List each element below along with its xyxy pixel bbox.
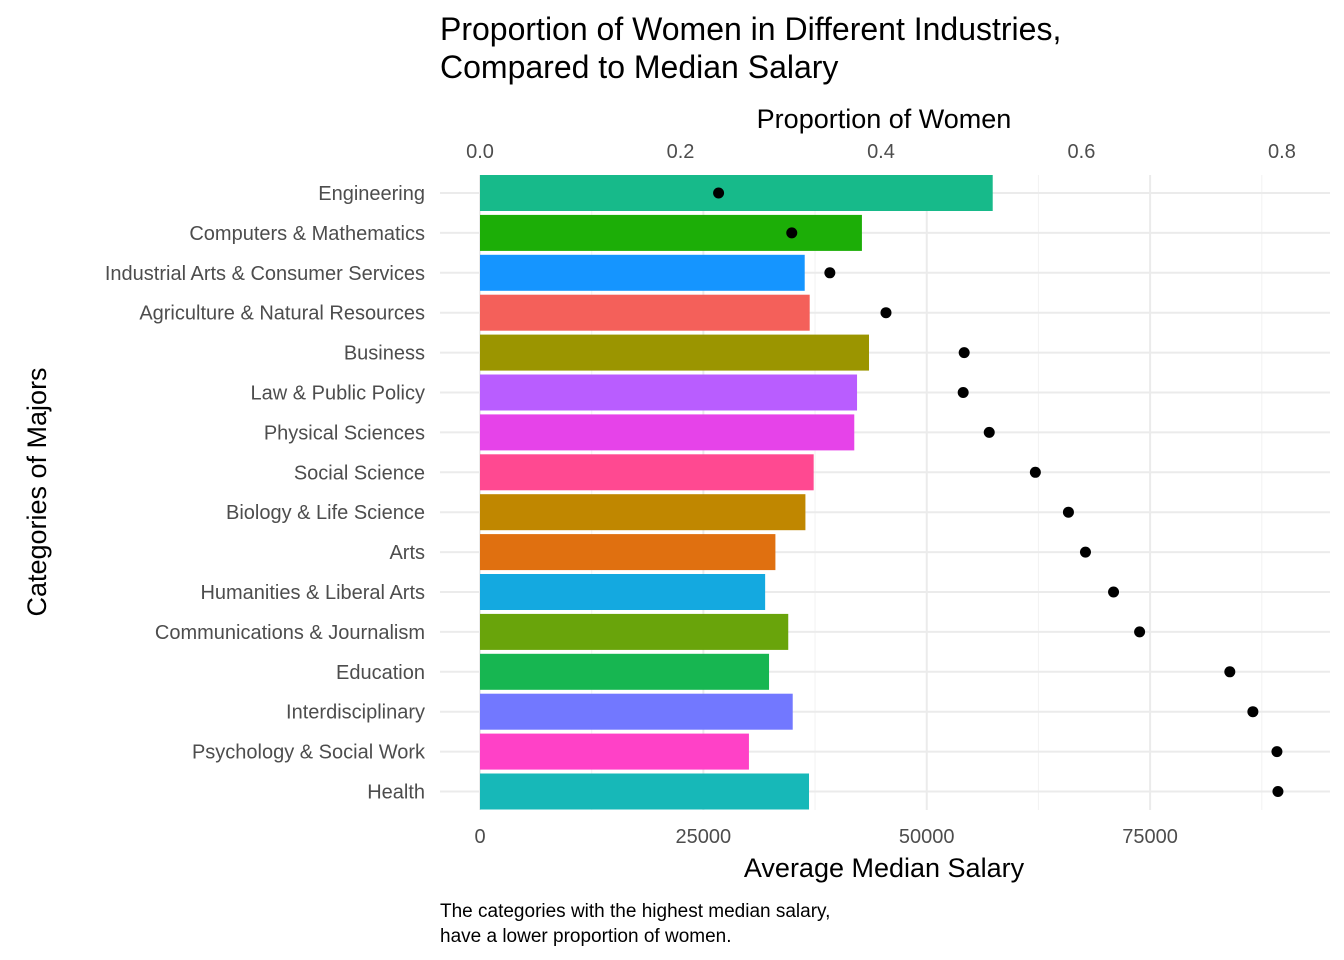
bar-15 bbox=[480, 773, 810, 810]
point-11 bbox=[1134, 626, 1146, 638]
y-axis-title: Categories of Majors bbox=[22, 367, 52, 616]
x-top-tick-label-2: 0.4 bbox=[867, 141, 895, 163]
point-4 bbox=[958, 347, 970, 359]
category-label-0: Engineering bbox=[318, 183, 425, 205]
caption-line-2: have a lower proportion of women. bbox=[440, 926, 732, 947]
bar-0 bbox=[480, 175, 993, 211]
point-12 bbox=[1224, 666, 1236, 678]
category-label-4: Business bbox=[344, 343, 425, 365]
point-3 bbox=[880, 307, 892, 319]
category-label-8: Biology & Life Science bbox=[226, 502, 425, 524]
category-label-1: Computers & Mathematics bbox=[189, 223, 425, 245]
x-bottom-tick-label-2: 50000 bbox=[899, 826, 955, 848]
x-axis-top-title: Proportion of Women bbox=[757, 104, 1012, 134]
category-label-13: Interdisciplinary bbox=[286, 702, 425, 724]
x-bottom-tick-label-3: 75000 bbox=[1122, 826, 1178, 848]
point-8 bbox=[1062, 506, 1074, 518]
x-top-tick-label-0: 0.0 bbox=[466, 141, 494, 163]
point-6 bbox=[983, 426, 995, 438]
bar-7 bbox=[480, 454, 814, 491]
category-label-14: Psychology & Social Work bbox=[192, 742, 426, 764]
bar-9 bbox=[480, 534, 776, 571]
chart-title-line-1: Proportion of Women in Different Industr… bbox=[440, 11, 1061, 47]
x-top-tick-label-1: 0.2 bbox=[667, 141, 695, 163]
bar-12 bbox=[480, 653, 770, 690]
category-label-6: Physical Sciences bbox=[264, 422, 425, 444]
x-axis-bottom-title: Average Median Salary bbox=[744, 853, 1025, 883]
bar-5 bbox=[480, 374, 858, 411]
bar-11 bbox=[480, 613, 789, 650]
bars bbox=[480, 175, 993, 810]
bar-8 bbox=[480, 494, 806, 531]
bar-1 bbox=[480, 214, 862, 251]
point-5 bbox=[957, 387, 969, 398]
point-10 bbox=[1108, 586, 1120, 598]
category-label-2: Industrial Arts & Consumer Services bbox=[105, 263, 425, 285]
tick-labels: 0 25000 50000 75000 0.0 0.2 0.4 0.6 0.8 bbox=[466, 141, 1296, 848]
category-labels: Engineering Computers & Mathematics Indust… bbox=[105, 183, 426, 804]
point-2 bbox=[824, 267, 836, 279]
category-label-3: Agriculture & Natural Resources bbox=[139, 303, 425, 325]
point-14 bbox=[1271, 746, 1283, 758]
x-bottom-tick-label-1: 25000 bbox=[676, 826, 732, 848]
category-label-10: Humanities & Liberal Arts bbox=[200, 582, 425, 604]
point-9 bbox=[1079, 546, 1091, 558]
x-top-tick-label-4: 0.8 bbox=[1268, 141, 1296, 163]
category-label-5: Law & Public Policy bbox=[250, 383, 425, 405]
points bbox=[713, 187, 1284, 797]
chart-title-line-2: Compared to Median Salary bbox=[440, 49, 838, 85]
point-7 bbox=[1029, 466, 1041, 478]
bar-4 bbox=[480, 334, 870, 371]
category-label-7: Social Science bbox=[294, 462, 425, 484]
point-13 bbox=[1247, 706, 1259, 718]
caption-line-1: The categories with the highest median s… bbox=[440, 901, 830, 922]
point-0 bbox=[713, 187, 725, 199]
category-label-12: Education bbox=[336, 662, 425, 684]
bar-14 bbox=[480, 733, 749, 770]
bar-6 bbox=[480, 414, 855, 451]
point-1 bbox=[786, 227, 798, 239]
category-label-9: Arts bbox=[389, 542, 425, 564]
point-15 bbox=[1272, 786, 1284, 797]
category-label-15: Health bbox=[367, 782, 425, 804]
bar-13 bbox=[480, 693, 793, 730]
category-label-11: Communications & Journalism bbox=[155, 622, 425, 644]
bar-3 bbox=[480, 294, 810, 331]
bar-2 bbox=[480, 254, 805, 291]
x-bottom-tick-label-0: 0 bbox=[474, 826, 485, 848]
x-top-tick-label-3: 0.6 bbox=[1068, 141, 1096, 163]
bar-10 bbox=[480, 574, 766, 610]
